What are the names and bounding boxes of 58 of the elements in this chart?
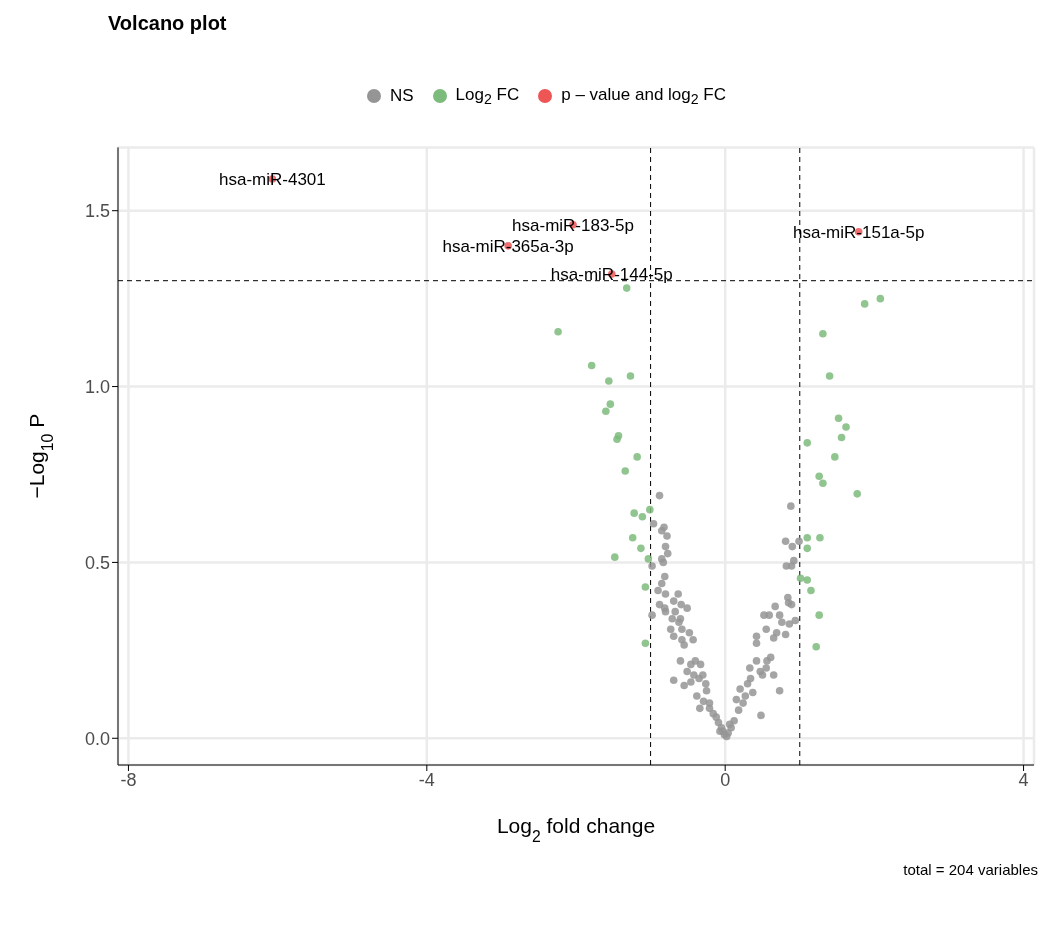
point [633, 453, 641, 461]
point [834, 414, 843, 423]
point [622, 284, 631, 292]
point [644, 555, 653, 563]
point [803, 576, 812, 584]
point [614, 432, 623, 440]
point [606, 400, 615, 408]
point [602, 407, 610, 415]
point [646, 505, 654, 514]
chart-title: Volcano plot [107, 11, 228, 35]
point [816, 533, 824, 542]
annotation: hsa-miR-4301 [219, 170, 326, 190]
point [587, 361, 596, 370]
point [807, 586, 815, 595]
annotation: hsa-miR-151a-5p [793, 222, 925, 242]
point [803, 544, 812, 553]
legend-label: p – value and log$_{2}$ FC [561, 85, 727, 108]
point [853, 490, 862, 498]
text: total = 204 variables [902, 861, 1038, 878]
y-tick-label: 1.5 [84, 201, 110, 222]
x-tick-label: -8 [120, 769, 137, 790]
annotation: hsa-miR-183-5p [512, 215, 634, 235]
annotation: hsa-miR-144-5p [550, 265, 673, 285]
point [842, 423, 850, 431]
point [630, 509, 638, 517]
point [605, 377, 613, 385]
point [638, 512, 647, 521]
point [831, 453, 839, 461]
point [803, 439, 812, 447]
point [825, 372, 834, 380]
x-axis-title: Log$_{2}$ fold change [496, 814, 656, 845]
point [637, 544, 645, 553]
y-tick-label: 1.0 [84, 376, 110, 397]
point [812, 643, 820, 651]
point [819, 479, 827, 488]
legend-label: NS [389, 86, 414, 107]
x-tick-label: 4 [1018, 769, 1029, 790]
point [554, 327, 562, 336]
point [641, 639, 650, 648]
point [803, 533, 812, 542]
point [641, 583, 650, 591]
legend-label: Log$_{2}$ FC [455, 85, 520, 108]
x-tick-label: 0 [720, 769, 731, 790]
y-tick-label: 0.5 [84, 552, 110, 573]
point [628, 533, 637, 542]
point [626, 372, 635, 380]
point [815, 472, 823, 481]
y-tick-label: 0.0 [84, 728, 110, 749]
point [876, 294, 885, 303]
point [610, 553, 619, 561]
point [796, 574, 805, 583]
point [860, 300, 869, 308]
x-tick-label: -4 [418, 769, 435, 790]
point [837, 433, 846, 442]
point [815, 611, 823, 619]
annotation: hsa-miR-365a-3p [442, 236, 574, 256]
point [621, 467, 630, 475]
point [819, 330, 827, 338]
